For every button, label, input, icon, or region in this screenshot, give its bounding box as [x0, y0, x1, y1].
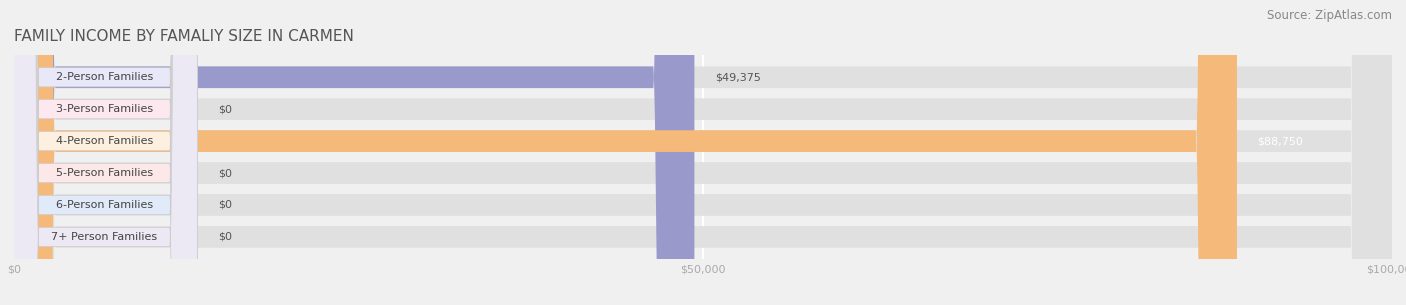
Text: $49,375: $49,375 — [716, 72, 761, 82]
Text: $0: $0 — [218, 168, 232, 178]
Text: $0: $0 — [218, 232, 232, 242]
Text: $88,750: $88,750 — [1257, 136, 1303, 146]
Text: 7+ Person Families: 7+ Person Families — [51, 232, 157, 242]
FancyBboxPatch shape — [14, 0, 1392, 305]
Text: 6-Person Families: 6-Person Families — [56, 200, 153, 210]
Text: Source: ZipAtlas.com: Source: ZipAtlas.com — [1267, 9, 1392, 22]
FancyBboxPatch shape — [14, 0, 1237, 305]
FancyBboxPatch shape — [14, 0, 1392, 305]
FancyBboxPatch shape — [11, 0, 197, 305]
FancyBboxPatch shape — [14, 0, 1392, 305]
FancyBboxPatch shape — [14, 0, 1392, 305]
FancyBboxPatch shape — [11, 0, 197, 305]
Text: 4-Person Families: 4-Person Families — [56, 136, 153, 146]
FancyBboxPatch shape — [14, 0, 695, 305]
FancyBboxPatch shape — [11, 0, 197, 305]
Text: 2-Person Families: 2-Person Families — [56, 72, 153, 82]
Text: $0: $0 — [218, 104, 232, 114]
FancyBboxPatch shape — [11, 0, 197, 305]
Text: 3-Person Families: 3-Person Families — [56, 104, 153, 114]
FancyBboxPatch shape — [11, 0, 197, 305]
FancyBboxPatch shape — [11, 0, 197, 305]
FancyBboxPatch shape — [14, 0, 1392, 305]
Text: $0: $0 — [218, 200, 232, 210]
Text: 5-Person Families: 5-Person Families — [56, 168, 153, 178]
Text: FAMILY INCOME BY FAMALIY SIZE IN CARMEN: FAMILY INCOME BY FAMALIY SIZE IN CARMEN — [14, 29, 354, 44]
FancyBboxPatch shape — [14, 0, 1392, 305]
